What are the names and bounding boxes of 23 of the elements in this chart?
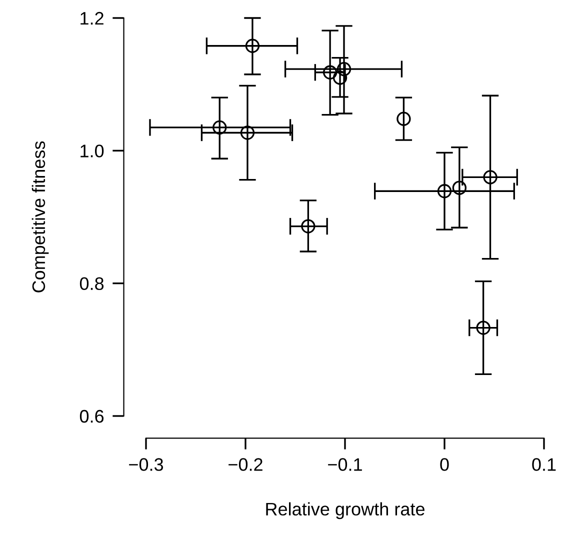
x-axis-title: Relative growth rate: [266, 502, 424, 520]
x-tick-label: 0: [440, 458, 449, 471]
point: [452, 180, 467, 195]
point: [240, 126, 255, 140]
point: [483, 170, 498, 184]
y-tick-label: 0.8: [80, 277, 104, 290]
y-axis-title: Competitive fitness: [32, 141, 49, 292]
point: [476, 320, 490, 335]
point: [396, 112, 411, 126]
point: [245, 38, 260, 53]
point: [332, 70, 348, 85]
y-tick-label: 0.6: [80, 410, 104, 423]
point: [322, 65, 338, 80]
point: [336, 62, 352, 76]
point: [301, 219, 316, 234]
x-tick-label: 0.1: [532, 458, 556, 471]
point: [212, 120, 227, 135]
y-tick-label: 1.0: [80, 144, 104, 158]
x-tick-label: −0.1: [328, 458, 362, 471]
point: [437, 184, 452, 198]
x-tick-label: −0.3: [129, 458, 164, 471]
y-tick-label: 1.2: [80, 12, 104, 25]
x-tick-label: −0.2: [228, 458, 262, 471]
